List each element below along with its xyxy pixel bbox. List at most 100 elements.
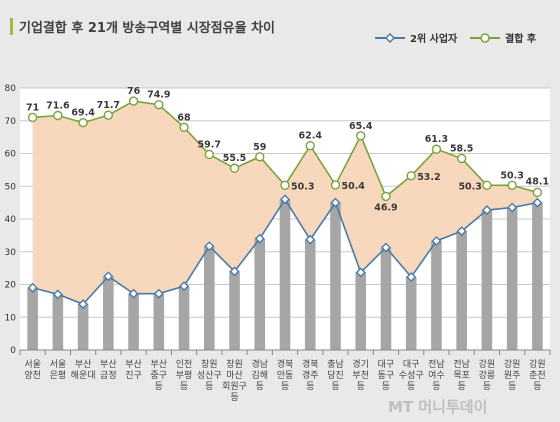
category-label: 은평	[50, 370, 67, 381]
bar	[229, 271, 240, 350]
bar	[532, 202, 543, 350]
category-label: 서울	[24, 359, 41, 370]
point-2nd-operator	[204, 241, 215, 252]
category-label: 경기	[352, 358, 369, 370]
category-label: 진구	[125, 370, 142, 381]
point-after-merger	[229, 163, 240, 173]
difference-band	[32, 101, 538, 305]
data-label-after-merger: 62.4	[299, 131, 323, 142]
y-tick-label: 0	[10, 346, 16, 356]
point-2nd-operator	[355, 267, 366, 278]
category-label: 춘천	[529, 370, 546, 381]
data-label-after-merger: 46.9	[374, 202, 397, 213]
y-tick-label: 10	[5, 313, 17, 323]
category-label: 인천	[176, 359, 193, 370]
category-label: 경북	[277, 358, 294, 370]
category-label: 등	[256, 381, 264, 392]
data-label-after-merger: 59	[253, 142, 266, 153]
category-label: 대구	[403, 359, 420, 370]
y-tick-label: 70	[5, 117, 17, 127]
category-label: 전남	[453, 359, 470, 370]
category-label: 부산	[125, 359, 142, 370]
title-accent-bar	[10, 18, 13, 35]
category-label: 등	[155, 381, 163, 392]
data-label-after-merger: 58.5	[450, 143, 473, 154]
category-label: 여수	[428, 369, 445, 381]
point-2nd-operator	[179, 281, 190, 292]
category-label: 마산	[226, 370, 243, 381]
point-after-merger	[431, 144, 442, 154]
category-label: 등	[533, 381, 541, 392]
point-after-merger	[507, 180, 517, 190]
point-after-merger	[128, 96, 139, 106]
point-after-merger	[482, 180, 492, 190]
data-label-after-merger: 65.4	[349, 121, 373, 132]
category-label: 등	[281, 381, 289, 392]
data-label-after-merger: 71	[26, 102, 39, 113]
data-label-after-merger: 76	[127, 86, 141, 97]
data-label-after-merger: 61.3	[425, 134, 448, 145]
data-label-after-merger: 55.5	[223, 153, 246, 164]
point-2nd-operator	[128, 288, 139, 299]
category-label: 등	[458, 381, 466, 392]
category-label: 서울	[50, 359, 67, 370]
category-label: 전남	[428, 359, 445, 370]
category-label: 강원	[529, 359, 546, 370]
point-after-merger	[280, 180, 290, 190]
category-label: 해운대	[71, 370, 96, 381]
point-after-merger	[255, 152, 265, 162]
category-label: 등	[382, 381, 390, 392]
data-label-after-merger: 69.4	[71, 108, 95, 119]
bar	[506, 207, 518, 350]
data-label-after-merger: 71.7	[97, 100, 120, 111]
data-label-after-merger: 53.2	[417, 172, 440, 183]
category-label: 목포	[453, 370, 470, 381]
point-after-merger	[53, 110, 63, 121]
bar	[254, 238, 266, 350]
data-label-after-merger: 68	[177, 112, 191, 123]
bar	[330, 202, 341, 350]
point-after-merger	[532, 187, 543, 198]
point-2nd-operator	[380, 242, 391, 253]
point-2nd-operator	[229, 266, 240, 277]
category-label: 충남	[327, 359, 344, 370]
category-label: 창원	[226, 359, 243, 370]
point-after-merger	[27, 112, 38, 123]
y-tick-label: 20	[5, 281, 17, 291]
category-label: 김해	[251, 369, 268, 381]
point-2nd-operator	[52, 289, 63, 300]
y-tick-label: 80	[5, 84, 17, 94]
data-label-after-merger: 59.7	[198, 139, 221, 150]
watermark: MT 머니투데이	[388, 398, 487, 416]
bar	[103, 276, 114, 350]
category-label: 부평	[176, 370, 193, 381]
y-tick-label: 50	[5, 182, 17, 192]
point-after-merger	[179, 122, 189, 133]
bar	[77, 304, 89, 350]
point-2nd-operator	[103, 271, 114, 282]
point-2nd-operator	[330, 197, 341, 208]
bar	[456, 231, 467, 350]
category-label: 등	[407, 381, 415, 392]
category-label: 등	[331, 381, 339, 392]
bar	[304, 239, 316, 350]
category-label: 등	[230, 392, 238, 403]
point-after-merger	[406, 171, 416, 181]
category-label: 경북	[302, 358, 319, 370]
point-after-merger	[204, 149, 214, 160]
category-label: 강원	[479, 359, 496, 370]
bar	[380, 247, 392, 350]
category-label: 원주	[504, 370, 521, 381]
point-2nd-operator	[431, 235, 442, 246]
category-label: 부산	[75, 359, 92, 370]
category-label: 부산	[151, 359, 168, 370]
bar	[405, 276, 417, 350]
bar	[153, 293, 165, 350]
bar	[481, 210, 493, 350]
point-after-merger	[356, 131, 366, 141]
category-label: 금정	[100, 370, 117, 381]
category-label: 창원	[201, 359, 218, 370]
point-2nd-operator	[78, 299, 89, 310]
